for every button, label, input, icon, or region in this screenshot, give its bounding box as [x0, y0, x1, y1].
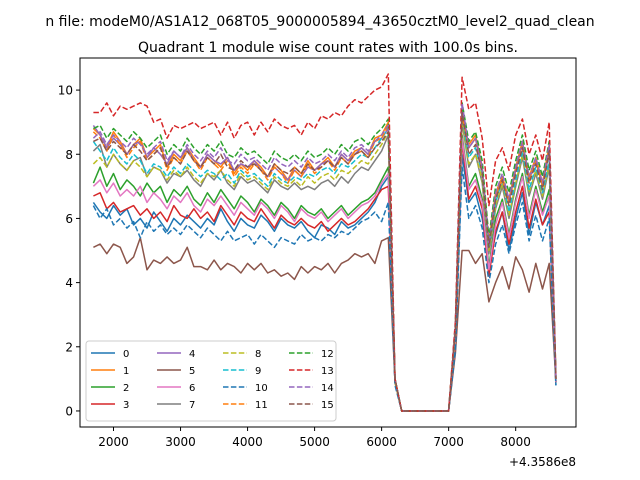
series-line-14	[92, 102, 557, 412]
y-tick-label: 10	[58, 84, 73, 98]
series-line-12	[93, 102, 557, 412]
series-line-6	[92, 137, 557, 412]
x-tick-label: 6000	[366, 435, 397, 449]
legend-label-15: 15	[321, 400, 334, 411]
x-tick-label: 8000	[500, 435, 531, 449]
x-tick-label: 4000	[232, 435, 263, 449]
y-tick-label: 0	[65, 404, 73, 418]
axes-frame	[79, 57, 577, 428]
legend-label-5: 5	[189, 366, 195, 377]
y-axis: 0 2 4 6 8 10	[58, 84, 80, 418]
x-tick-label: 7000	[433, 435, 464, 449]
series-line-15	[93, 111, 557, 412]
chart-title: Quadrant 1 module wise count rates with …	[138, 40, 518, 56]
legend-label-1: 1	[123, 366, 129, 377]
series-line-7	[92, 121, 557, 412]
legend-label-9: 9	[255, 366, 261, 377]
legend-label-13: 13	[321, 366, 334, 377]
legend-label-2: 2	[123, 383, 129, 394]
y-tick-label: 8	[65, 148, 73, 162]
series-line-5	[93, 236, 557, 412]
series-line-9	[92, 115, 557, 412]
legend-label-7: 7	[189, 400, 195, 411]
y-tick-label: 6	[65, 212, 73, 226]
legend-label-10: 10	[255, 383, 268, 394]
series-line-13	[93, 73, 557, 412]
series-line-10	[92, 166, 557, 412]
legend-label-11: 11	[255, 400, 268, 411]
legend-label-12: 12	[321, 349, 334, 360]
series-line-8	[92, 118, 557, 412]
plot-area	[92, 73, 557, 412]
series-line-3	[93, 140, 557, 412]
legend-label-8: 8	[255, 349, 261, 360]
figure-suptitle: n file: modeM0/AS1A12_068T05_9000005894_…	[45, 14, 594, 30]
legend-box	[85, 340, 337, 422]
x-tick-label: 5000	[299, 435, 330, 449]
x-tick-label: 2000	[98, 435, 129, 449]
legend-label-14: 14	[321, 383, 334, 394]
x-offset-text: +4.3586e8	[509, 455, 576, 469]
legend-label-0: 0	[123, 349, 129, 360]
y-tick-label: 4	[65, 276, 73, 290]
legend-label-3: 3	[123, 400, 129, 411]
x-axis: 2000 3000 4000 5000 6000 7000 8000	[98, 427, 531, 449]
x-tick-label: 3000	[165, 435, 196, 449]
series-line-2	[92, 134, 557, 412]
legend-label-6: 6	[189, 383, 195, 394]
legend-label-4: 4	[189, 349, 195, 360]
y-tick-label: 2	[65, 340, 73, 354]
